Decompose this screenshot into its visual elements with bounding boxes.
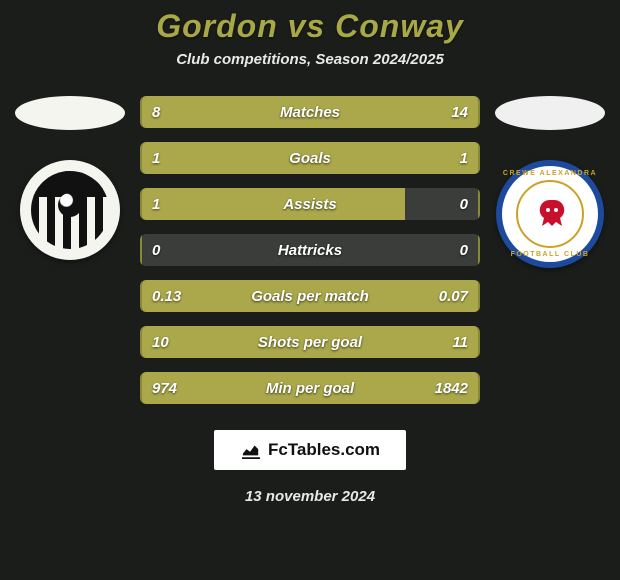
- stat-label: Hattricks: [140, 242, 480, 259]
- brand-watermark: FcTables.com: [214, 430, 406, 470]
- stat-label: Goals per match: [140, 288, 480, 305]
- stat-row: 00Hattricks: [140, 234, 480, 266]
- stat-row: 9741842Min per goal: [140, 372, 480, 404]
- left-club-badge-icon: [20, 160, 120, 260]
- brand-chart-icon: [240, 441, 262, 459]
- lion-icon: [530, 194, 570, 234]
- stat-label: Min per goal: [140, 380, 480, 397]
- comparison-subtitle: Club competitions, Season 2024/2025: [176, 51, 444, 68]
- stat-row: 11Goals: [140, 142, 480, 174]
- right-player-placeholder: [495, 96, 605, 130]
- comparison-date: 13 november 2024: [245, 488, 375, 505]
- stat-row: 10Assists: [140, 188, 480, 220]
- brand-text: FcTables.com: [268, 440, 380, 460]
- stat-label: Matches: [140, 104, 480, 121]
- comparison-title: Gordon vs Conway: [156, 8, 464, 45]
- stats-column: 814Matches 11Goals 10Assists 00Hattricks 0.1…: [140, 96, 480, 404]
- stat-label: Goals: [140, 150, 480, 167]
- right-side: CREWE ALEXANDRA FOOTBALL CLUB: [490, 96, 610, 268]
- comparison-main: 814Matches 11Goals 10Assists 00Hattricks 0.1…: [0, 96, 620, 404]
- right-club-badge-icon: CREWE ALEXANDRA FOOTBALL CLUB: [496, 160, 604, 268]
- left-side: [10, 96, 130, 260]
- left-player-placeholder: [15, 96, 125, 130]
- stat-label: Shots per goal: [140, 334, 480, 351]
- stat-row: 0.130.07Goals per match: [140, 280, 480, 312]
- stat-row: 814Matches: [140, 96, 480, 128]
- stat-label: Assists: [140, 196, 480, 213]
- stat-row: 1011Shots per goal: [140, 326, 480, 358]
